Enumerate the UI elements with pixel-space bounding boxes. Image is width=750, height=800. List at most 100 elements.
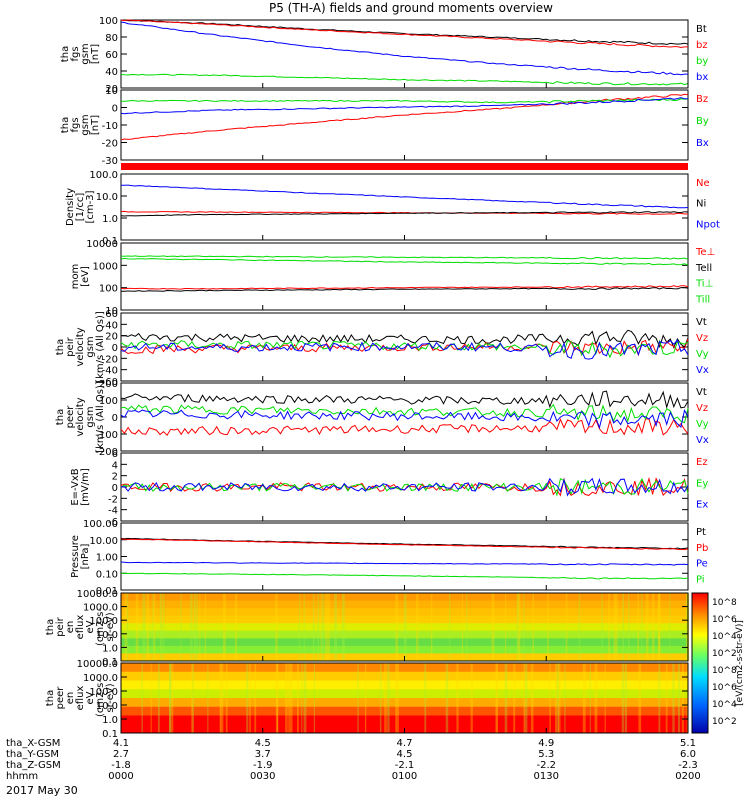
series-line-pb <box>120 538 689 551</box>
spectro-streak <box>496 663 498 733</box>
spectro-streak <box>582 663 586 733</box>
y-tick-label: -2 <box>108 494 118 505</box>
series-line-pi <box>120 572 689 580</box>
legend-label: Tell <box>695 263 712 274</box>
spectro-streak <box>524 663 528 733</box>
series-line-vy <box>120 403 689 424</box>
legend-label: Ex <box>696 500 708 511</box>
legend-label: Ni <box>696 199 706 210</box>
spectro-streak <box>317 593 320 661</box>
spectro-streak <box>303 593 305 661</box>
spectro-streak <box>159 593 163 661</box>
x-tick-label: 3.7 <box>255 749 271 760</box>
spectro-streak <box>379 663 382 733</box>
spectro-streak <box>672 663 675 733</box>
spectro-streak <box>532 593 534 661</box>
spectro-streak <box>341 593 345 661</box>
y-tick-label: 20 <box>105 332 118 343</box>
colorbar-tick-label: 10^6 <box>712 615 737 625</box>
colorbar-tick-label: 10^6 <box>712 683 737 693</box>
spectro-streak <box>387 663 390 733</box>
panel-fgs_dsl: 10 0 -10 -20 -30 thafgsgsm[nT] Bz By Bx <box>60 86 709 167</box>
y-axis-label-line: [nT] <box>90 115 101 135</box>
y-axis-label: thapeerenefluxeV(cm2-s-sr-eV) <box>45 679 116 717</box>
panel-peir_velocity_gsm: 6040200-20-40-60thapeirvelocitygsm[km/s … <box>55 309 709 388</box>
y-tick-label: 100.0 <box>89 687 118 698</box>
series-line-bx <box>120 97 689 115</box>
spectro-streak <box>235 593 238 661</box>
y-axis-label-line: [km/s (All Qs)] <box>95 311 106 383</box>
series-line-ez <box>120 476 689 497</box>
x-tick-label: 5.1 <box>680 738 696 749</box>
spectro-streak <box>657 593 661 661</box>
colorbar-tick-label: 10^4 <box>712 700 737 710</box>
spectro-band <box>121 671 688 681</box>
spectro-streak <box>622 593 625 661</box>
panel-frame <box>120 19 689 89</box>
y-tick-label: 100.0 <box>89 170 118 181</box>
spectro-streak <box>516 593 520 661</box>
spectro-streak <box>554 663 557 733</box>
y-tick-label: 10 <box>105 86 118 97</box>
y-tick-label: 10000.0 <box>77 659 118 670</box>
spectro-streak <box>594 663 598 733</box>
legend-label: Bx <box>696 138 709 149</box>
spectro-streak <box>466 593 468 661</box>
spectro-streak <box>153 593 156 661</box>
y-axis-label-line: tha <box>60 117 71 133</box>
y-axis-label-line: (cm2-s- <box>95 608 106 646</box>
panel-temperature: 10000 1000 100 10 mom[eV] Te⊥ Tell Ti⊥ Till <box>70 239 715 317</box>
spectro-streak <box>126 593 129 661</box>
y-tick-label: 0.1 <box>102 729 118 740</box>
spectro-streak <box>180 593 182 661</box>
y-axis-label: E=-VxB[mV/m] <box>70 468 91 506</box>
spectro-streak <box>517 593 521 661</box>
spectro-streak <box>364 663 367 733</box>
y-tick-label: 10.0 <box>96 701 118 712</box>
y-tick-label: -4 <box>108 506 118 517</box>
spectro-band <box>121 630 688 639</box>
spectro-streak <box>254 663 257 733</box>
spectro-band <box>121 600 688 609</box>
series-line-pt <box>120 537 689 550</box>
y-tick-label: -6 <box>108 517 118 528</box>
spectro-band <box>121 593 688 602</box>
spectro-streak <box>658 663 661 733</box>
y-axis-label-line: [1/cc] <box>75 193 86 222</box>
spectro-streak <box>312 593 315 661</box>
y-axis-label-line: eflux <box>75 686 86 711</box>
spectro-streak <box>445 663 449 733</box>
y-tick-label: 1000 <box>93 261 118 272</box>
y-tick-label: 1.0 <box>102 214 118 225</box>
y-axis-label: thapeervelocitygsm[km/s (All Qs)] <box>55 381 106 453</box>
y-tick-label: 2 <box>112 472 118 483</box>
y-axis-label-line: Pressure <box>70 535 81 578</box>
spectro-streak <box>677 663 680 733</box>
spectro-streak <box>169 663 172 733</box>
y-tick-label: 0.1 <box>102 236 118 247</box>
status-bar <box>121 163 688 170</box>
spectro-streak <box>275 663 279 733</box>
legend-label: Vx <box>696 365 709 376</box>
series-line-bz <box>120 19 688 49</box>
spectro-streak <box>530 663 534 733</box>
panel-density: 100.0 10.0 1.0 0.1 Density[1/cc][cm-3] Ne Ni Np… <box>65 170 720 247</box>
x-tick-label: 0130 <box>534 771 559 782</box>
y-axis-label-line: gsm <box>80 114 91 135</box>
spectro-streak <box>190 593 193 661</box>
spectro-streak <box>641 593 643 661</box>
legend-label: Ti⊥ <box>695 279 713 290</box>
series-line-te⊥ <box>120 285 689 290</box>
y-axis-label-line: tha <box>55 409 66 425</box>
spectro-streak <box>504 593 507 661</box>
spectro-streak <box>275 593 278 661</box>
colorbar-tick-label: 10^2 <box>712 649 737 659</box>
y-tick-label: 0.10 <box>96 569 118 580</box>
spectro-streak <box>669 593 671 661</box>
panels: 10080604020thafgsgsm[nT]Btbzbybx100-10-2… <box>45 16 720 740</box>
x-tick-label: 4.5 <box>397 749 413 760</box>
spectro-streak <box>219 663 222 733</box>
legend-label: Bz <box>696 94 708 105</box>
y-axis-label-line: sr-eV) <box>105 683 116 712</box>
